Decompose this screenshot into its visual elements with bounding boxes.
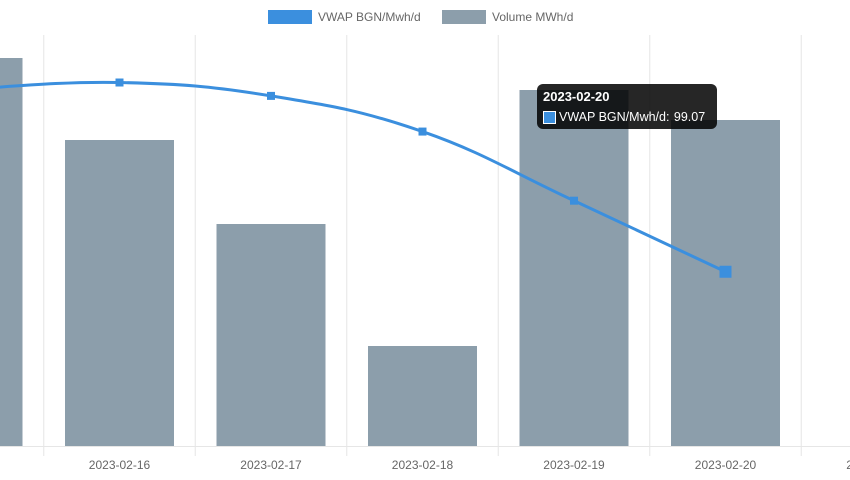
vwap-point-2023-02-16[interactable] xyxy=(115,78,124,87)
volume-bars xyxy=(0,58,780,446)
volume-bar-2023-02-17[interactable] xyxy=(216,224,326,446)
vwap-point-2023-02-20[interactable] xyxy=(719,265,732,278)
tooltip-row: VWAP BGN/Mwh/d: 99.07 xyxy=(543,108,711,126)
volume-bar-2023-02-16[interactable] xyxy=(65,140,174,446)
legend-item-vwap[interactable]: VWAP BGN/Mwh/d xyxy=(268,8,421,26)
legend-swatch-volume xyxy=(442,10,486,24)
x-tick-label: 2023-02-19 xyxy=(543,458,605,472)
tooltip-title: 2023-02-20 xyxy=(543,89,610,104)
tooltip-color-swatch xyxy=(543,110,556,124)
x-tick-label: 2023-02-16 xyxy=(89,458,151,472)
volume-bar-2023-02-15[interactable] xyxy=(0,58,23,446)
legend-label-vwap: VWAP BGN/Mwh/d xyxy=(318,10,421,24)
x-tick-label: 2023-02-21 xyxy=(846,458,850,472)
tooltip: 2023-02-20 VWAP BGN/Mwh/d: 99.07 xyxy=(537,84,717,129)
vwap-line xyxy=(0,78,732,278)
legend-swatch-vwap xyxy=(268,10,312,24)
volume-bar-2023-02-18[interactable] xyxy=(368,346,477,446)
tooltip-value: 99.07 xyxy=(673,109,706,124)
volume-bar-2023-02-20[interactable] xyxy=(671,120,780,446)
vwap-point-2023-02-19[interactable] xyxy=(570,196,578,205)
legend-label-volume: Volume MWh/d xyxy=(492,10,574,24)
vwap-point-2023-02-18[interactable] xyxy=(418,127,427,136)
legend-item-volume[interactable]: Volume MWh/d xyxy=(442,8,573,26)
x-tick-label: 2023-02-18 xyxy=(392,458,454,472)
x-tick-label: 2023-02-20 xyxy=(695,458,757,472)
x-axis-ticks: 2023-02-152023-02-162023-02-172023-02-18… xyxy=(89,458,850,472)
x-tick-label: 2023-02-17 xyxy=(240,458,302,472)
vwap-point-2023-02-17[interactable] xyxy=(267,91,275,100)
legend: VWAP BGN/Mwh/d Volume MWh/d xyxy=(0,8,850,26)
vwap-line-path xyxy=(0,80,727,274)
tooltip-label: VWAP BGN/Mwh/d: xyxy=(559,109,670,124)
volume-bar-2023-02-19[interactable] xyxy=(519,90,629,446)
